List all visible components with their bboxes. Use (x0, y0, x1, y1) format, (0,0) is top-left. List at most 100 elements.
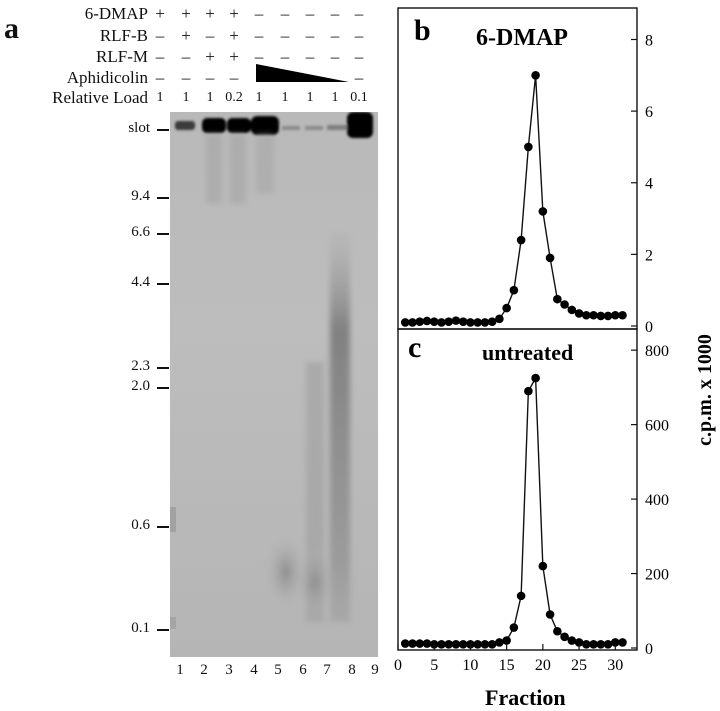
condition-sign: – (354, 68, 364, 87)
x-tick-label: 5 (430, 657, 438, 674)
condition-label: RLF-B (99, 26, 148, 45)
condition-sign: – (330, 47, 340, 66)
condition-sign: – (305, 26, 315, 45)
data-point (509, 623, 519, 632)
data-point (495, 638, 504, 647)
data-point (451, 639, 461, 649)
condition-sign: + (229, 4, 239, 23)
condition-sign: – (305, 47, 315, 66)
size-marker-label: 6.6 (131, 224, 150, 240)
size-marker-label: 9.4 (131, 188, 150, 204)
data-point (473, 639, 482, 649)
data-point (574, 309, 584, 318)
data-point (458, 317, 468, 327)
data-point (531, 373, 540, 383)
condition-sign: – (181, 47, 191, 66)
condition-sign: 1 (255, 90, 263, 105)
condition-label: RLF-M (96, 47, 148, 66)
condition-sign: 1 (331, 90, 339, 105)
gel-image (170, 112, 378, 657)
data-point (618, 310, 627, 320)
data-point (422, 316, 432, 326)
condition-sign: + (181, 4, 191, 23)
data-point (560, 632, 569, 642)
condition-sign: – (354, 4, 364, 23)
data-point (495, 314, 504, 324)
condition-sign: – (205, 26, 215, 45)
y-axis-title: c.p.m. x 1000 (694, 334, 716, 446)
x-tick-label: 15 (499, 657, 515, 674)
data-point (415, 317, 425, 327)
condition-label: Relative Load (52, 88, 148, 107)
size-marker-tick (157, 197, 169, 199)
plot-b-frame (397, 7, 638, 330)
condition-sign: – (280, 4, 290, 23)
x-tick-label: 10 (462, 657, 478, 674)
data-point (524, 142, 533, 152)
series-line (405, 75, 623, 324)
data-point (480, 318, 490, 327)
condition-sign: + (229, 26, 239, 45)
lane-number: 5 (274, 662, 282, 678)
condition-sign: – (181, 68, 191, 87)
y-tick-label: 4 (645, 176, 653, 193)
data-point (437, 318, 446, 327)
condition-sign: – (254, 26, 264, 45)
data-point (545, 610, 555, 619)
y-tick-label: 0 (645, 319, 653, 336)
data-point (437, 639, 446, 649)
lane-number: 8 (348, 662, 356, 678)
condition-sign: 1 (306, 90, 314, 105)
panel-c-title: untreated (482, 340, 573, 365)
data-point (422, 639, 432, 648)
lane-number: 6 (299, 662, 307, 678)
y-tick-label: 800 (645, 343, 669, 360)
data-point (538, 561, 548, 571)
condition-sign: – (305, 4, 315, 23)
size-marker-label: 4.4 (131, 274, 150, 290)
data-point (502, 636, 511, 645)
data-point (516, 235, 526, 245)
data-point (480, 639, 490, 649)
data-point (567, 636, 577, 645)
condition-sign: – (280, 26, 290, 45)
size-marker-tick (157, 283, 169, 285)
data-point (545, 253, 555, 263)
data-point (560, 300, 569, 309)
condition-sign: 1 (156, 90, 164, 105)
slot-bands (175, 112, 373, 138)
data-point (553, 626, 562, 636)
size-marker-tick (157, 367, 169, 369)
size-marker-label: 2.3 (131, 358, 150, 374)
condition-sign: 1 (281, 90, 289, 105)
size-marker-label: 0.1 (131, 620, 150, 636)
lane-number: 9 (371, 662, 379, 678)
data-point (618, 638, 627, 647)
upper-smears (206, 134, 274, 204)
data-point (473, 318, 482, 327)
condition-sign: 0.2 (225, 90, 243, 105)
data-point (444, 639, 453, 649)
panel-b-title: 6-DMAP (476, 25, 568, 51)
data-point (582, 310, 591, 320)
data-point (466, 318, 475, 327)
plot-c-frame (397, 328, 638, 651)
size-marker-tick (157, 387, 169, 389)
data-point (458, 639, 468, 649)
condition-sign: + (229, 47, 239, 66)
x-tick-label: 0 (394, 657, 402, 674)
data-point (429, 317, 439, 327)
data-point (524, 386, 533, 396)
data-point (553, 294, 562, 304)
x-tick-label: 25 (571, 657, 587, 674)
data-point (509, 285, 519, 295)
panel-a-letter: a (4, 12, 19, 45)
condition-sign: – (254, 47, 264, 66)
aphidicolin-smears (264, 232, 350, 622)
lane-number: 3 (225, 662, 233, 678)
size-marker-tick (157, 629, 169, 631)
data-point (610, 638, 620, 647)
y-tick-label: 6 (645, 104, 653, 121)
data-point (400, 318, 410, 327)
